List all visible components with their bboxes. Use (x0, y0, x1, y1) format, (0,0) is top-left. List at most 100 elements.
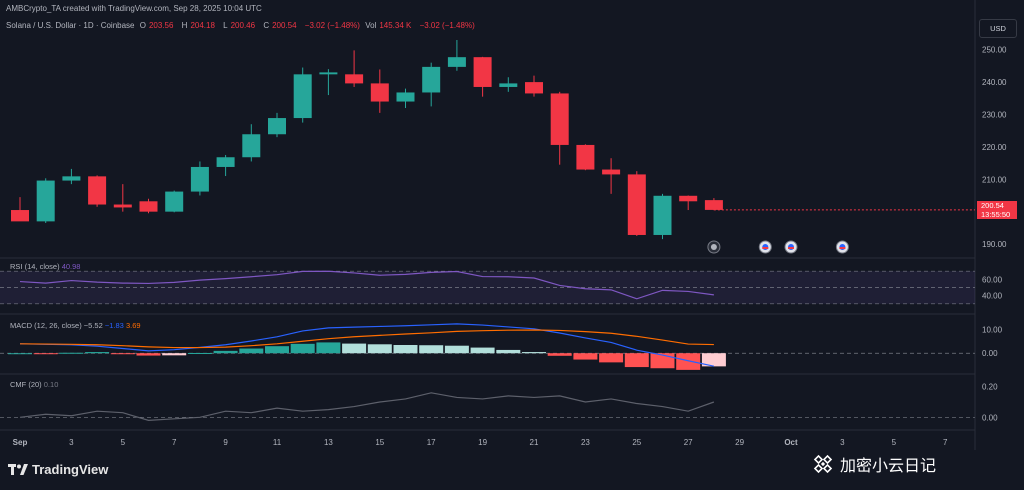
macd-tick-label: 10.00 (982, 326, 1003, 335)
candle-body (525, 82, 543, 94)
macd-histogram-bar (110, 353, 135, 355)
volume-label: Vol (365, 21, 377, 30)
candle-body (216, 157, 235, 167)
time-tick-label: 7 (172, 438, 177, 447)
time-tick-label: 7 (943, 438, 948, 447)
candle-body (139, 201, 158, 212)
candle-body (11, 210, 29, 222)
macd-histogram-bar (187, 352, 212, 354)
open-value: O 203.56 (140, 21, 177, 30)
candle-body (576, 144, 595, 170)
macd-value-3: 3.69 (125, 321, 141, 330)
candle-body (602, 169, 621, 175)
bar-countdown: 13:55:50 (981, 210, 1011, 219)
macd-histogram-bar (316, 342, 341, 354)
macd-histogram-bar (59, 352, 84, 354)
rsi-tick-label: 40.00 (982, 292, 1003, 301)
time-tick-label: 5 (121, 438, 126, 447)
time-tick-label: 5 (892, 438, 897, 447)
candle-body (499, 83, 518, 87)
time-tick-label: 9 (223, 438, 228, 447)
low-value: L 200.46 (223, 21, 258, 30)
cmf-legend[interactable]: CMF (20) 0.10 (10, 380, 58, 389)
macd-histogram-bar (290, 343, 315, 354)
last-price-tag: 200.54 13:55:50 (977, 201, 1017, 219)
cmf-value: 0.10 (43, 380, 59, 389)
rsi-band-layer (0, 270, 975, 305)
high-value: H 204.18 (182, 21, 218, 30)
macd-label: MACD (12, 26, close) (10, 321, 82, 330)
time-tick-label: 17 (427, 438, 436, 447)
macd-histogram-bar (8, 353, 32, 355)
symbol-legend[interactable]: Solana / U.S. Dollar · 1D · Coinbase O 20… (6, 21, 478, 30)
candle-body (679, 195, 698, 202)
close-number: 200.54 (272, 21, 297, 30)
candle-body (113, 204, 132, 208)
candle-body (165, 191, 184, 212)
event-marker-dot (710, 244, 717, 250)
cmf-line (19, 392, 715, 421)
price-tick-label: 190.00 (982, 240, 1007, 249)
time-tick-label: 19 (478, 438, 487, 447)
candle-body (447, 57, 466, 67)
time-tick-label: Sep (13, 438, 28, 447)
event-markers-layer (707, 240, 849, 254)
macd-histogram-bar (162, 353, 187, 356)
open-number: 203.56 (148, 21, 174, 30)
rsi-tick-label: 60.00 (982, 275, 1003, 284)
candle-body (319, 72, 338, 75)
signal-line (19, 329, 714, 349)
rsi-label: RSI (14, close) (10, 262, 60, 271)
macd-histogram-bar (496, 349, 521, 354)
macd-histogram-bar (239, 348, 264, 354)
macd-histogram-bar (676, 353, 701, 370)
time-tick-label: 11 (273, 438, 282, 447)
time-tick-label: 3 (69, 438, 74, 447)
logo-text: TradingView (32, 462, 109, 477)
macd-histogram-bar (599, 353, 624, 363)
tradingview-logo-icon (8, 463, 28, 475)
symbol-title: Solana / U.S. Dollar · 1D · Coinbase (6, 21, 135, 30)
time-tick-label: 27 (684, 438, 693, 447)
diamond-logo-icon (813, 454, 833, 474)
rsi-layer (19, 270, 714, 300)
candle-body (422, 66, 441, 93)
macd-tick-label: 0.00 (982, 349, 998, 358)
open-label: O (139, 21, 146, 30)
currency-button[interactable]: USD (979, 19, 1017, 38)
high-label: H (181, 21, 188, 30)
candle-body (268, 118, 286, 135)
candle-body (36, 180, 55, 222)
macd-histogram-bar (265, 346, 289, 354)
rsi-legend[interactable]: RSI (14, close) 40.98 (10, 262, 80, 271)
volume-change: −3.02 (−1.48%) (419, 21, 475, 30)
macd-histogram-bar (624, 353, 649, 368)
macd-histogram-bar (522, 352, 546, 354)
cmf-label: CMF (20) (10, 380, 42, 389)
last-price-value: 200.54 (981, 201, 1004, 210)
macd-histogram-bar (547, 353, 572, 356)
macd-histogram-bar (573, 353, 598, 360)
time-tick-label: 25 (632, 438, 641, 447)
time-tick-label: 3 (840, 438, 845, 447)
candle-body (473, 57, 492, 87)
price-tick-label: 220.00 (982, 143, 1007, 152)
candle-body (293, 74, 312, 119)
candle-body (370, 83, 389, 102)
candle-body (396, 92, 415, 102)
candle-body (88, 176, 107, 205)
tradingview-logo[interactable]: TradingView (8, 462, 108, 477)
macd-histogram-bar (367, 344, 392, 354)
volume-number: 145.34 K (379, 21, 412, 30)
macd-histogram-bar (393, 345, 418, 354)
low-number: 200.46 (230, 21, 256, 30)
event-flag-stripe (839, 247, 846, 249)
macd-legend[interactable]: MACD (12, 26, close) −5.52 −1.83 3.69 (10, 321, 141, 330)
macd-histogram-bar (85, 352, 110, 354)
candle-body (704, 200, 723, 210)
price-tick-label: 230.00 (982, 110, 1007, 119)
macd-histogram-bar (342, 343, 367, 354)
candle-body (550, 93, 569, 145)
